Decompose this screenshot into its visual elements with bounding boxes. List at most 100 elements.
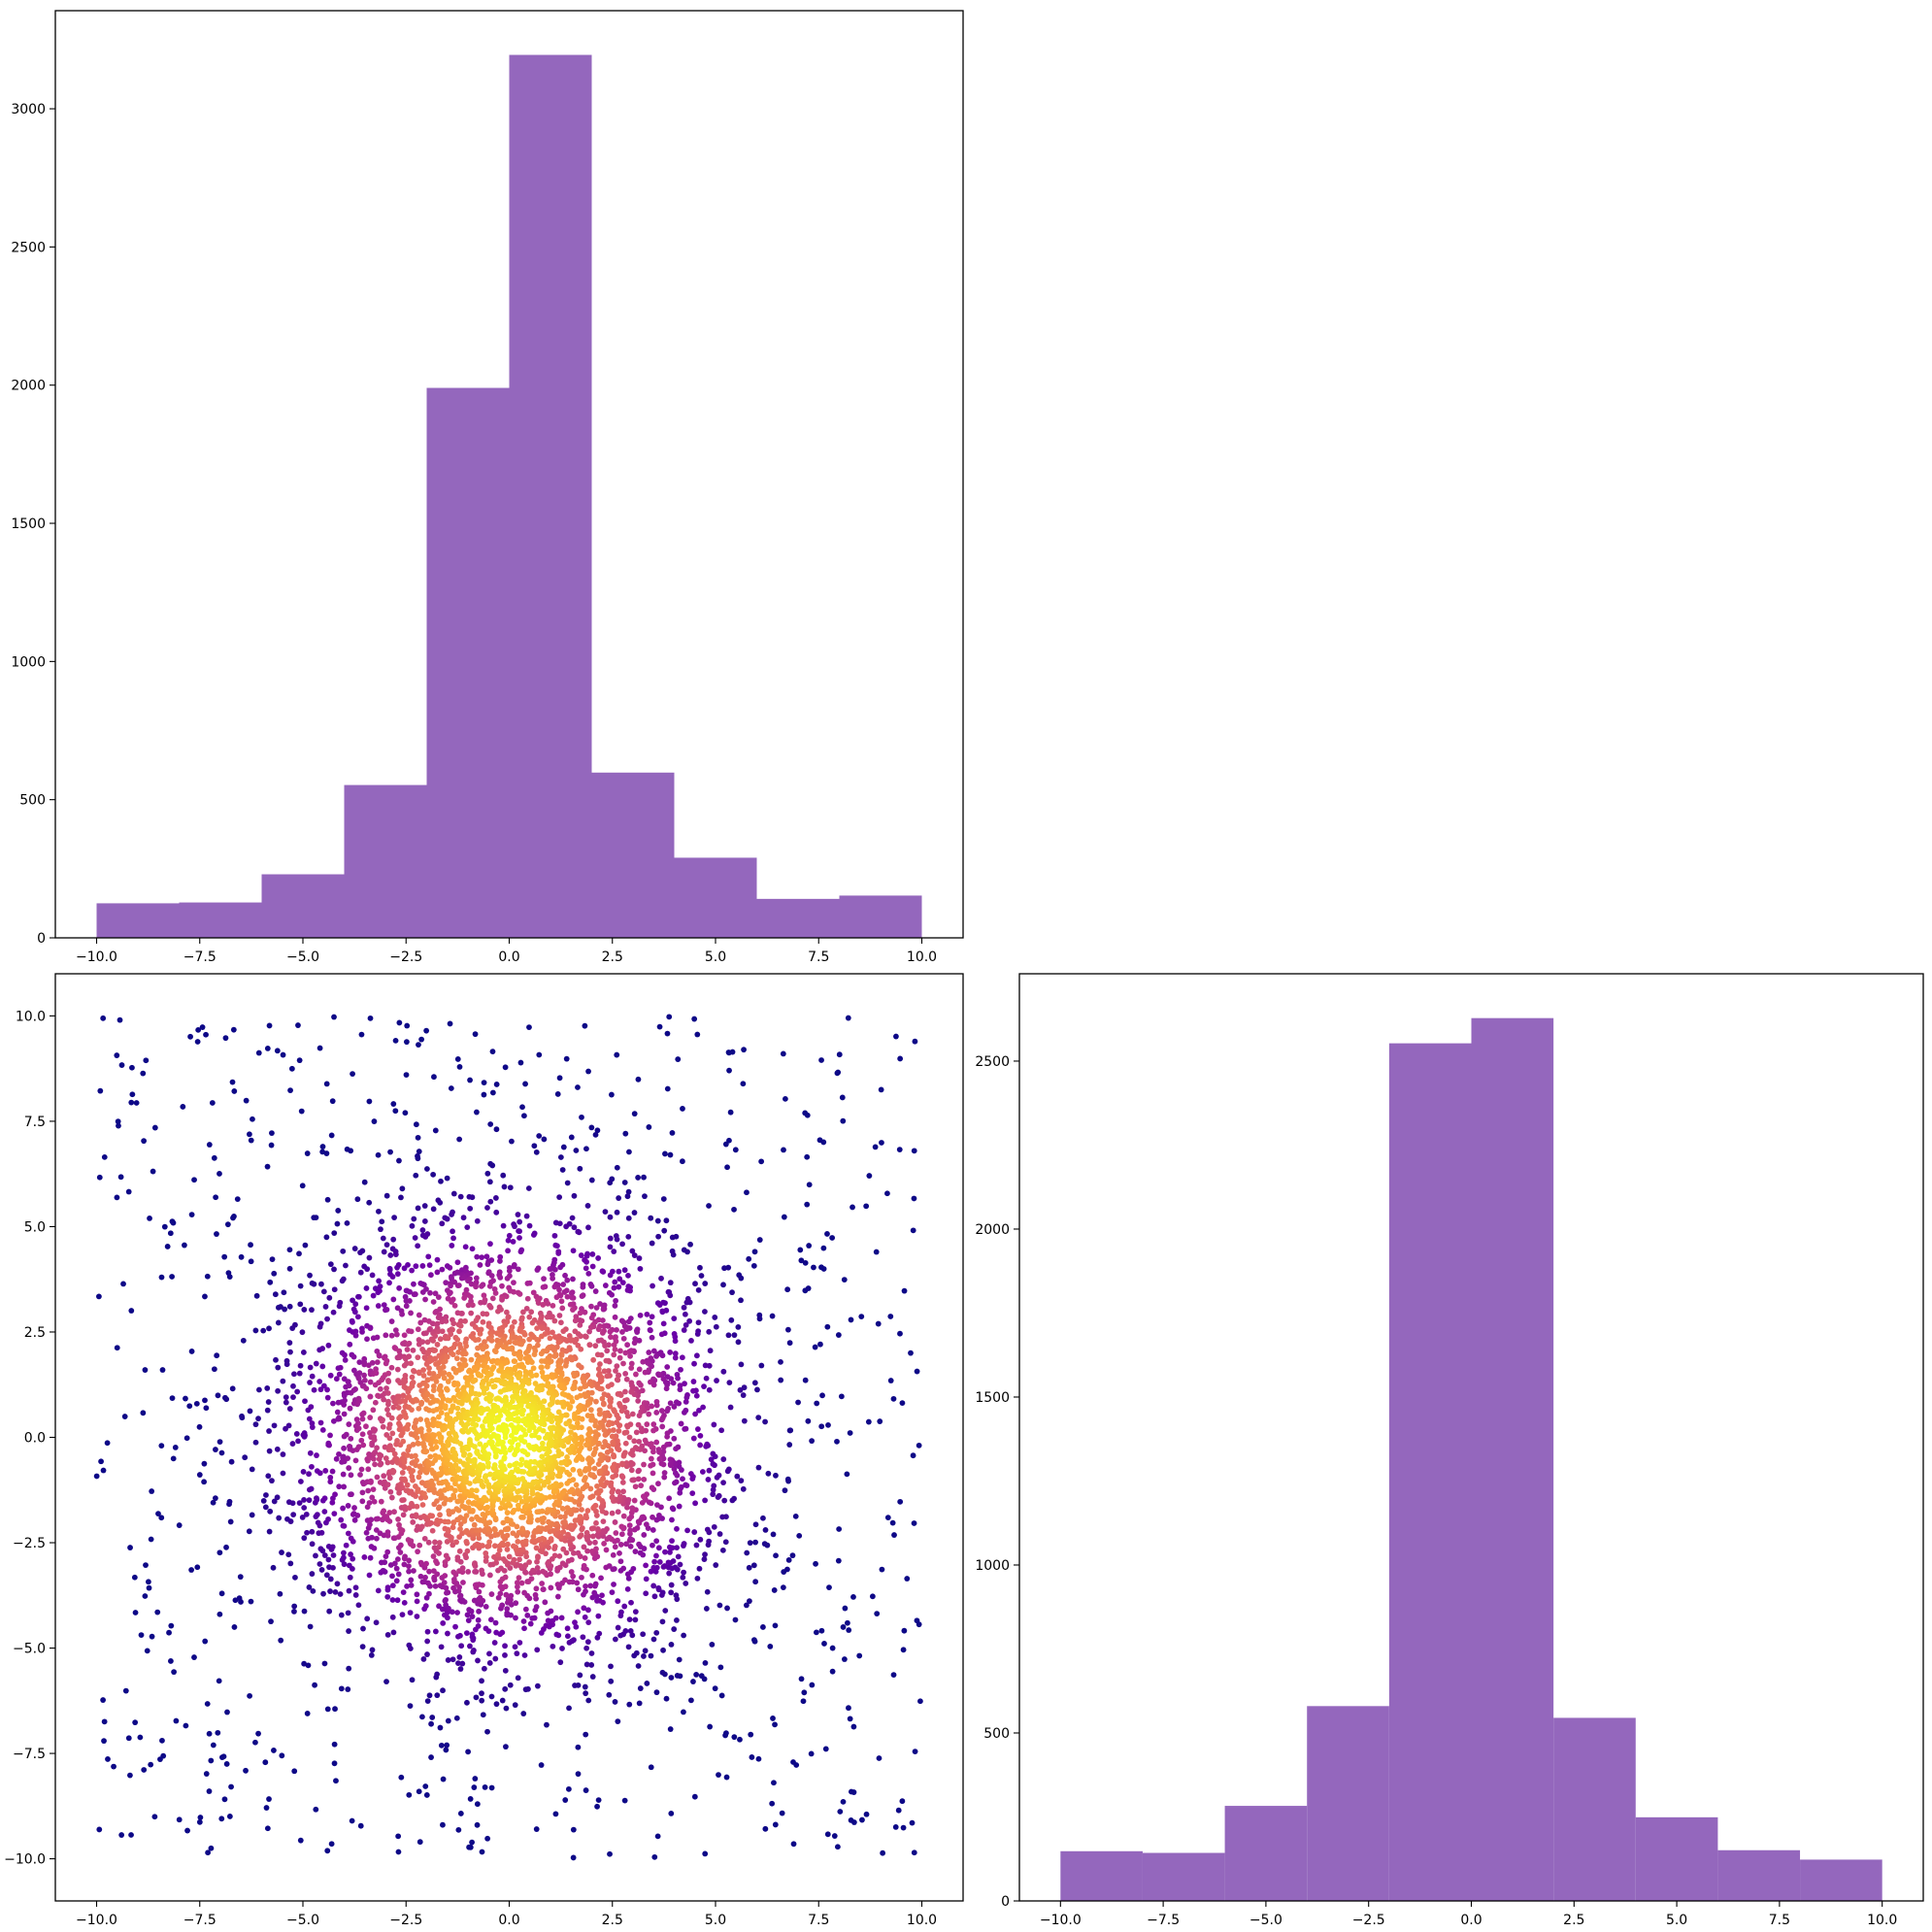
scatter-point xyxy=(858,1314,865,1319)
scatter-point xyxy=(337,1591,344,1597)
scatter-point xyxy=(364,1336,370,1343)
scatter-point xyxy=(414,1614,420,1619)
scatter-point xyxy=(579,1507,584,1513)
scatter-point xyxy=(497,1408,504,1415)
scatter-point xyxy=(309,1528,316,1535)
scatter-point xyxy=(332,1491,338,1498)
scatter-point xyxy=(229,1385,236,1392)
scatter-point xyxy=(911,1520,917,1526)
scatter-point xyxy=(505,1315,512,1320)
scatter-point xyxy=(524,1359,531,1366)
scatter-point xyxy=(424,1628,431,1635)
scatter-point xyxy=(653,1410,660,1416)
scatter-point xyxy=(462,1317,468,1324)
scatter-point xyxy=(663,1217,670,1224)
scatter-point xyxy=(519,1104,525,1111)
scatter-point xyxy=(414,1598,420,1605)
scatter-point xyxy=(666,1014,673,1020)
scatter-point xyxy=(556,1286,562,1293)
scatter-point xyxy=(367,1015,374,1021)
scatter-point xyxy=(348,1472,354,1479)
scatter-point xyxy=(503,1705,510,1712)
scatter-point xyxy=(423,1448,430,1454)
scatter-point xyxy=(280,1051,286,1058)
scatter-point xyxy=(248,1137,254,1144)
scatter-point xyxy=(680,1476,685,1482)
scatter-point xyxy=(463,1527,470,1534)
scatter-point xyxy=(96,1826,103,1833)
scatter-point xyxy=(151,1814,158,1820)
scatter-point xyxy=(327,1588,333,1594)
scatter-point xyxy=(322,1468,329,1474)
scatter-point xyxy=(516,1228,522,1235)
scatter-point xyxy=(187,1033,193,1040)
scatter-point xyxy=(445,1379,451,1384)
scatter-point xyxy=(510,1239,516,1245)
scatter-point xyxy=(522,1431,529,1438)
scatter-point xyxy=(836,1526,843,1532)
scatter-point xyxy=(624,1422,630,1429)
scatter-point xyxy=(664,1364,671,1370)
scatter-point xyxy=(402,1478,409,1483)
scatter-point xyxy=(401,1599,408,1606)
scatter-point xyxy=(301,1535,308,1542)
scatter-point xyxy=(521,1652,528,1658)
scatter-point xyxy=(817,1341,823,1348)
scatter-point xyxy=(521,1625,527,1632)
scatter-point xyxy=(506,1500,512,1507)
scatter-point xyxy=(658,1460,665,1467)
scatter-point xyxy=(562,1362,569,1369)
scatter-point xyxy=(118,1062,125,1068)
scatter-point xyxy=(568,1134,575,1141)
scatter-point xyxy=(389,1274,396,1280)
scatter-point xyxy=(611,1284,617,1291)
scatter-point xyxy=(292,1321,298,1328)
scatter-point xyxy=(582,1309,588,1316)
scatter-point xyxy=(386,1421,393,1428)
scatter-point xyxy=(677,1485,683,1492)
scatter-point xyxy=(380,1416,386,1423)
scatter-point xyxy=(709,1642,716,1648)
scatter-point xyxy=(547,1402,553,1408)
scatter-point xyxy=(819,1392,825,1399)
scatter-point xyxy=(450,1344,457,1350)
scatter-point xyxy=(631,1438,638,1445)
scatter-point xyxy=(563,1055,570,1062)
scatter-point xyxy=(639,1404,646,1411)
scatter-point xyxy=(655,1447,662,1452)
scatter-point xyxy=(571,1373,578,1380)
scatter-point xyxy=(732,1147,739,1153)
scatter-point xyxy=(429,1715,436,1720)
scatter-point xyxy=(593,1398,599,1405)
scatter-point xyxy=(562,1577,568,1583)
scatter-point xyxy=(694,1575,701,1582)
scatter-point xyxy=(454,1382,461,1388)
scatter-point xyxy=(570,1573,577,1580)
scatter-point xyxy=(125,1735,132,1742)
scatter-point xyxy=(488,1439,495,1446)
scatter-point xyxy=(500,1373,506,1380)
scatter-point xyxy=(361,1361,368,1368)
scatter-point xyxy=(679,1354,685,1361)
scatter-point xyxy=(792,1513,799,1519)
scatter-point xyxy=(146,1584,152,1591)
scatter-point xyxy=(706,1538,713,1545)
scatter-point xyxy=(564,1180,571,1186)
scatter-point xyxy=(734,1473,741,1480)
scatter-point xyxy=(601,1368,608,1375)
scatter-point xyxy=(316,1561,323,1567)
scatter-point xyxy=(628,1388,635,1395)
histogram-bar xyxy=(261,874,345,938)
scatter-point xyxy=(307,1380,313,1385)
x-tick-label: −10.0 xyxy=(76,949,117,965)
scatter-point xyxy=(146,1579,151,1585)
scatter-point xyxy=(357,1269,364,1276)
scatter-point xyxy=(500,1519,507,1526)
scatter-point xyxy=(583,1258,589,1265)
scatter-point xyxy=(661,1474,668,1481)
scatter-point xyxy=(234,1196,241,1202)
scatter-point xyxy=(568,1429,574,1436)
scatter-point xyxy=(658,1416,665,1423)
scatter-point xyxy=(202,1293,208,1300)
scatter-point xyxy=(500,1222,507,1229)
